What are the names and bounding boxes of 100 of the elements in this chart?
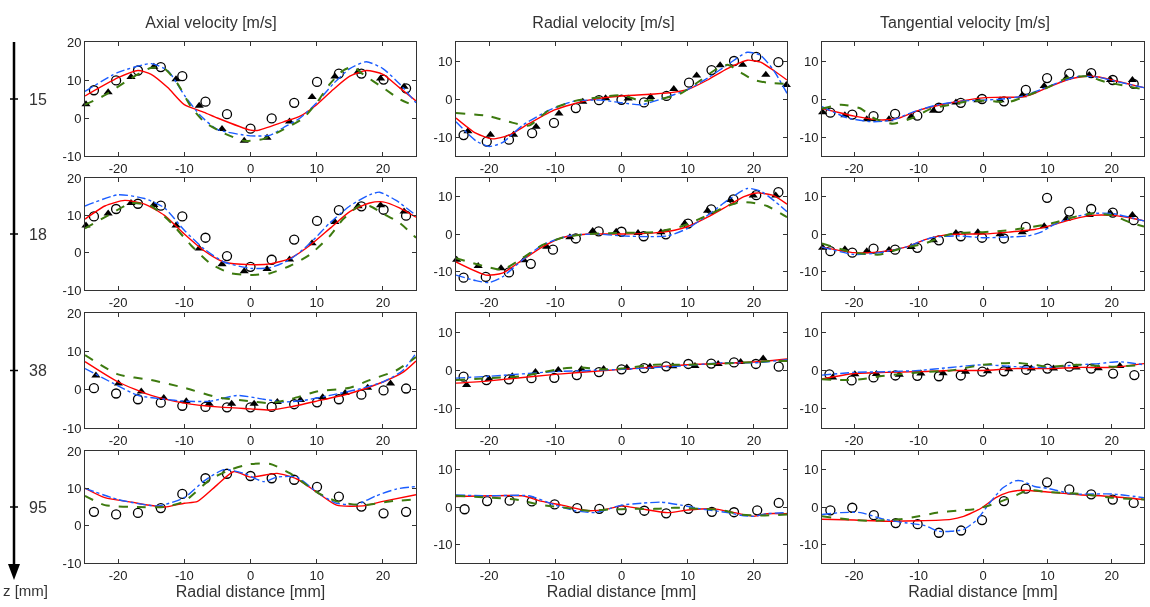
y-axis-title: 18 — [29, 226, 47, 243]
x-tick-label: -10 — [909, 432, 928, 448]
x-tick-label: 10 — [680, 432, 695, 448]
chart-title: Tangential velocity [m/s] — [880, 13, 1050, 31]
y-tick-label: 0 — [811, 499, 819, 515]
x-tick-label: 0 — [617, 567, 626, 583]
y-axis-title: 95 — [29, 499, 47, 516]
y-tick-label: -10 — [62, 555, 82, 571]
y-tick-label: -10 — [62, 282, 82, 298]
y-tick-label: -10 — [433, 129, 453, 145]
x-tick-label: -20 — [844, 567, 864, 583]
x-tick-label: -20 — [479, 567, 499, 583]
x-tick-label: -10 — [174, 160, 194, 176]
x-tick-label: 0 — [979, 432, 987, 448]
y-tick-label: -10 — [799, 129, 819, 145]
y-tick-label: -10 — [62, 148, 82, 164]
x-tick-label: 10 — [309, 294, 324, 310]
x-tick-label: -20 — [844, 294, 864, 310]
x-tick-label: 10 — [1040, 294, 1055, 310]
x-tick-label: 0 — [617, 160, 626, 176]
x-tick-label: -10 — [545, 567, 565, 583]
x-tick-label: 0 — [246, 294, 255, 310]
y-tick-label: 10 — [66, 207, 82, 223]
y-tick-label: -10 — [433, 401, 453, 417]
x-tick-label: 20 — [746, 160, 762, 176]
y-tick-label: 10 — [437, 189, 453, 205]
x-tick-label: 0 — [246, 567, 255, 583]
x-tick-label: 10 — [309, 432, 324, 448]
y-tick-label: 0 — [445, 226, 453, 242]
y-tick-label: 20 — [66, 34, 82, 50]
x-tick-label: 20 — [375, 567, 391, 583]
y-tick-label: 10 — [66, 72, 82, 88]
y-axis-title: 38 — [29, 362, 47, 379]
y-tick-label: 0 — [74, 382, 82, 398]
x-tick-label: -20 — [108, 432, 128, 448]
x-tick-label: 0 — [979, 160, 987, 176]
x-tick-label: -20 — [844, 432, 864, 448]
y-tick-label: 20 — [66, 170, 82, 186]
x-tick-label: 0 — [246, 432, 255, 448]
y-tick-label: 10 — [437, 462, 453, 478]
x-tick-label: 10 — [1040, 160, 1055, 176]
y-tick-label: 0 — [74, 518, 82, 534]
y-tick-label: 0 — [74, 245, 82, 261]
x-tick-label: -10 — [545, 294, 565, 310]
y-tick-label: -10 — [799, 536, 819, 552]
y-tick-label: 0 — [811, 226, 819, 242]
x-tick-label: -10 — [545, 160, 565, 176]
x-tick-label: 0 — [979, 294, 987, 310]
y-tick-label: -10 — [799, 401, 819, 417]
y-axis-title: 15 — [29, 91, 47, 108]
y-tick-label: 10 — [66, 343, 82, 359]
y-tick-label: 0 — [811, 363, 819, 379]
x-tick-label: -20 — [844, 160, 864, 176]
y-tick-label: 10 — [803, 189, 819, 205]
x-tick-label: 10 — [309, 160, 324, 176]
x-tick-label: 10 — [680, 160, 695, 176]
x-tick-label: 0 — [617, 294, 626, 310]
y-tick-label: 10 — [66, 480, 82, 496]
x-tick-label: -10 — [174, 294, 194, 310]
y-tick-label: 10 — [803, 324, 819, 340]
x-tick-label: 20 — [1104, 432, 1120, 448]
y-tick-label: 10 — [803, 53, 819, 69]
x-tick-label: 10 — [680, 294, 695, 310]
y-tick-label: 0 — [74, 110, 82, 126]
x-tick-label: 20 — [375, 160, 391, 176]
y-tick-label: 0 — [811, 91, 819, 107]
y-tick-label: -10 — [433, 536, 453, 552]
x-tick-label: -10 — [545, 432, 565, 448]
x-tick-label: 20 — [746, 432, 762, 448]
x-tick-label: 20 — [1104, 160, 1120, 176]
x-tick-label: -20 — [479, 294, 499, 310]
x-axis-title: Radial distance [mm] — [175, 583, 326, 601]
x-tick-label: 0 — [617, 432, 626, 448]
y-tick-label: 0 — [445, 363, 453, 379]
x-tick-label: 20 — [375, 294, 391, 310]
y-tick-label: 20 — [66, 305, 82, 321]
chart-title: Axial velocity [m/s] — [145, 13, 277, 31]
y-tick-label: 10 — [437, 324, 453, 340]
x-tick-label: -20 — [108, 160, 128, 176]
x-tick-label: -20 — [108, 294, 128, 310]
x-tick-label: -10 — [909, 567, 928, 583]
y-tick-label: 0 — [445, 499, 453, 515]
x-tick-label: -20 — [479, 160, 499, 176]
x-tick-label: 0 — [246, 160, 255, 176]
y-tick-label: -10 — [799, 263, 819, 279]
x-tick-label: 20 — [1104, 567, 1120, 583]
x-tick-label: -10 — [909, 160, 928, 176]
y-tick-label: -10 — [62, 420, 82, 436]
chart-title: Radial velocity [m/s] — [532, 13, 675, 31]
x-tick-label: 20 — [375, 432, 391, 448]
x-tick-label: 20 — [746, 294, 762, 310]
y-tick-label: 10 — [803, 462, 819, 478]
x-tick-label: 20 — [746, 567, 762, 583]
x-tick-label: 10 — [680, 567, 695, 583]
x-tick-label: 0 — [979, 567, 987, 583]
x-tick-label: -10 — [909, 294, 928, 310]
y-tick-label: 20 — [66, 443, 82, 459]
x-tick-label: -10 — [174, 432, 194, 448]
y-tick-label: -10 — [433, 263, 453, 279]
text: z [mm] — [3, 582, 48, 599]
